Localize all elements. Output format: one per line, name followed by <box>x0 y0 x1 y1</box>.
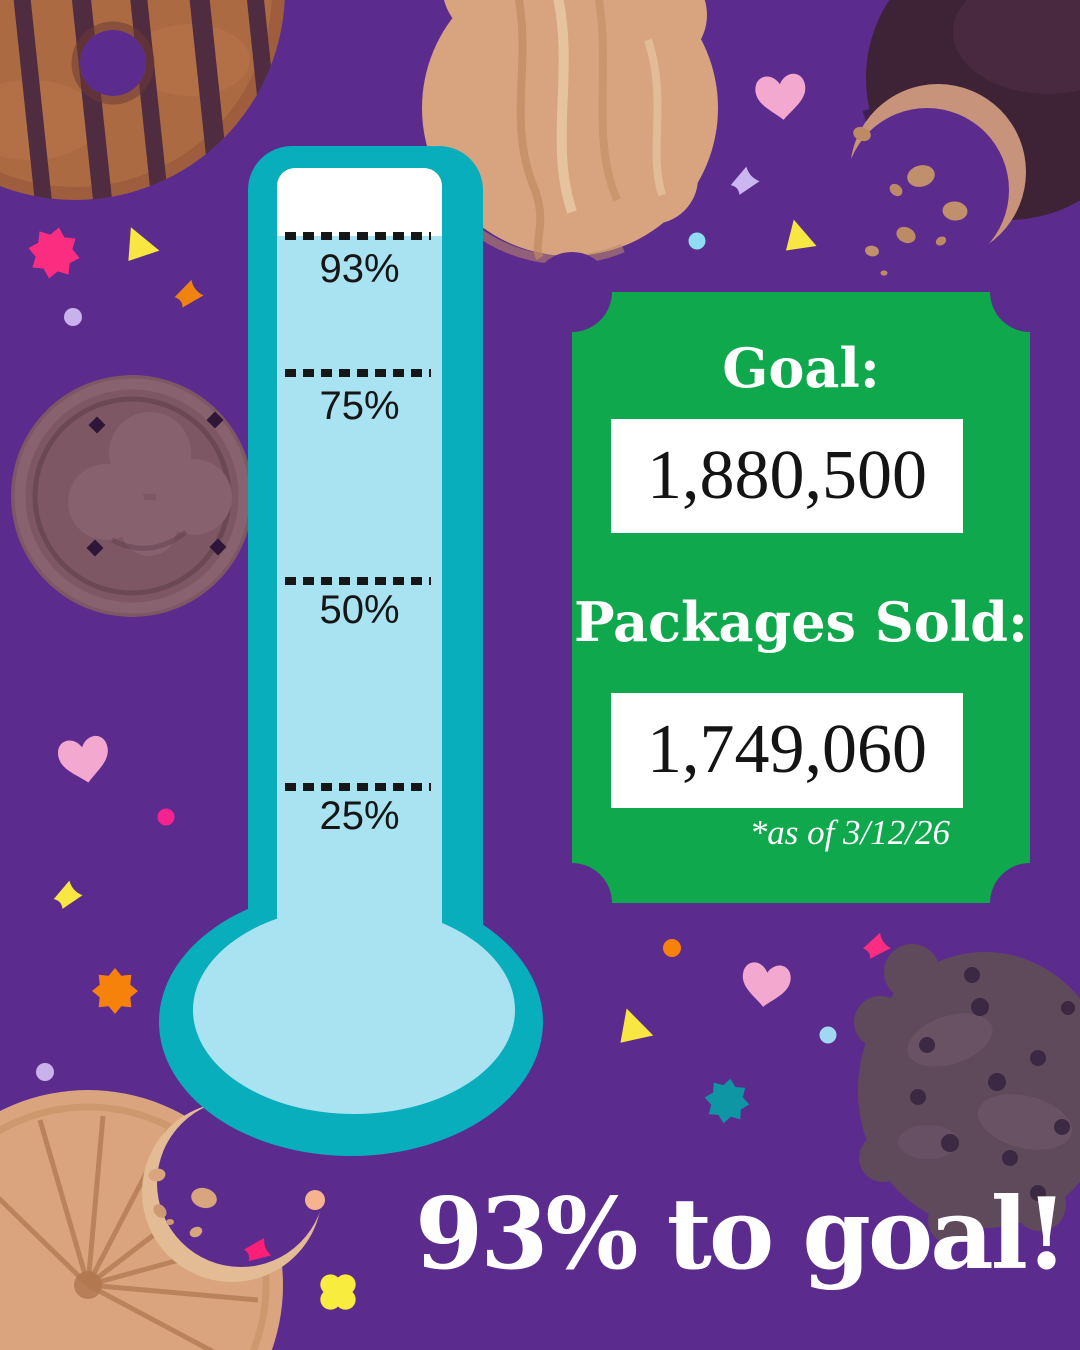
confetti-flower4 <box>320 1274 356 1310</box>
crumb <box>889 183 903 197</box>
thermometer-tick-line-93 <box>285 232 431 240</box>
crumb <box>189 1226 203 1238</box>
badge-corner-notch <box>990 252 1070 332</box>
packages-sold-label: Packages Sold: <box>574 590 1028 654</box>
goal-label: Goal: <box>722 336 880 400</box>
thermometer-tick-label-50: 50% <box>319 588 400 632</box>
crumb <box>191 1187 217 1209</box>
crumb <box>896 226 916 244</box>
confetti-star8 <box>92 968 138 1014</box>
confetti-triangle <box>128 227 160 261</box>
confetti-circle <box>64 308 82 326</box>
crumb <box>853 126 871 142</box>
thin-mint-cookie-image <box>854 944 1080 1244</box>
goal-value: 1,880,500 <box>647 437 927 514</box>
confetti-circle <box>305 1190 325 1210</box>
crumb <box>880 270 888 276</box>
samoa-cookie-image <box>0 0 285 200</box>
confetti-ribbon <box>174 279 204 308</box>
thermometer-fill <box>277 236 442 958</box>
confetti-ribbon <box>53 880 83 909</box>
packages-sold-value: 1,749,060 <box>647 711 927 788</box>
confetti-circle <box>157 808 175 826</box>
crumb <box>942 201 968 221</box>
headline: 93% to goal! <box>415 1177 1068 1292</box>
packages-sold-value-box: 1,749,060 <box>611 693 963 808</box>
goal-value-box: 1,880,500 <box>611 419 963 533</box>
confetti-ribbon <box>730 166 760 195</box>
confetti-triangle <box>785 219 817 251</box>
confetti-star8 <box>28 227 80 279</box>
crumb <box>153 1204 167 1218</box>
confetti-ribbon <box>862 932 891 959</box>
confetti-circle <box>688 232 706 250</box>
thermometer-tick-label-25: 25% <box>319 794 400 838</box>
confetti-star8 <box>704 1078 750 1124</box>
crumb <box>148 1168 166 1182</box>
thermometer-bulb-fill <box>193 906 515 1114</box>
crumb <box>166 1218 174 1226</box>
thermometer-tick-label-75: 75% <box>319 384 400 428</box>
chocolate-bitten-cookie-image <box>845 0 1080 272</box>
thermometer-tick-label-93: 93% <box>319 247 400 291</box>
crumb <box>865 245 879 257</box>
confetti-heart <box>58 735 108 783</box>
thermometer-tick-line-50 <box>285 577 431 585</box>
badge-corner-notch <box>532 863 612 943</box>
trefoil-cookie-image <box>422 0 718 265</box>
confetti-circle <box>663 939 681 957</box>
confetti-circle <box>819 1026 837 1044</box>
thermometer-tick-line-75 <box>285 369 431 377</box>
confetti-ribbon <box>243 1237 272 1262</box>
confetti-heart <box>742 962 791 1007</box>
badge-corner-notch <box>532 252 612 332</box>
chocolate-sandwich-cookie-image <box>11 375 253 617</box>
confetti-triangle <box>620 1008 654 1043</box>
confetti-circle <box>36 1063 54 1081</box>
badge-corner-notch <box>990 863 1070 943</box>
confetti-heart <box>755 73 806 120</box>
goal-badge: Goal: 1,880,500 Packages Sold: 1,749,060… <box>532 252 1070 943</box>
crumb <box>935 236 947 246</box>
crumb <box>907 165 935 187</box>
as-of-note: *as of 3/12/26 <box>749 813 950 852</box>
thermometer-tick-line-25 <box>285 783 431 791</box>
